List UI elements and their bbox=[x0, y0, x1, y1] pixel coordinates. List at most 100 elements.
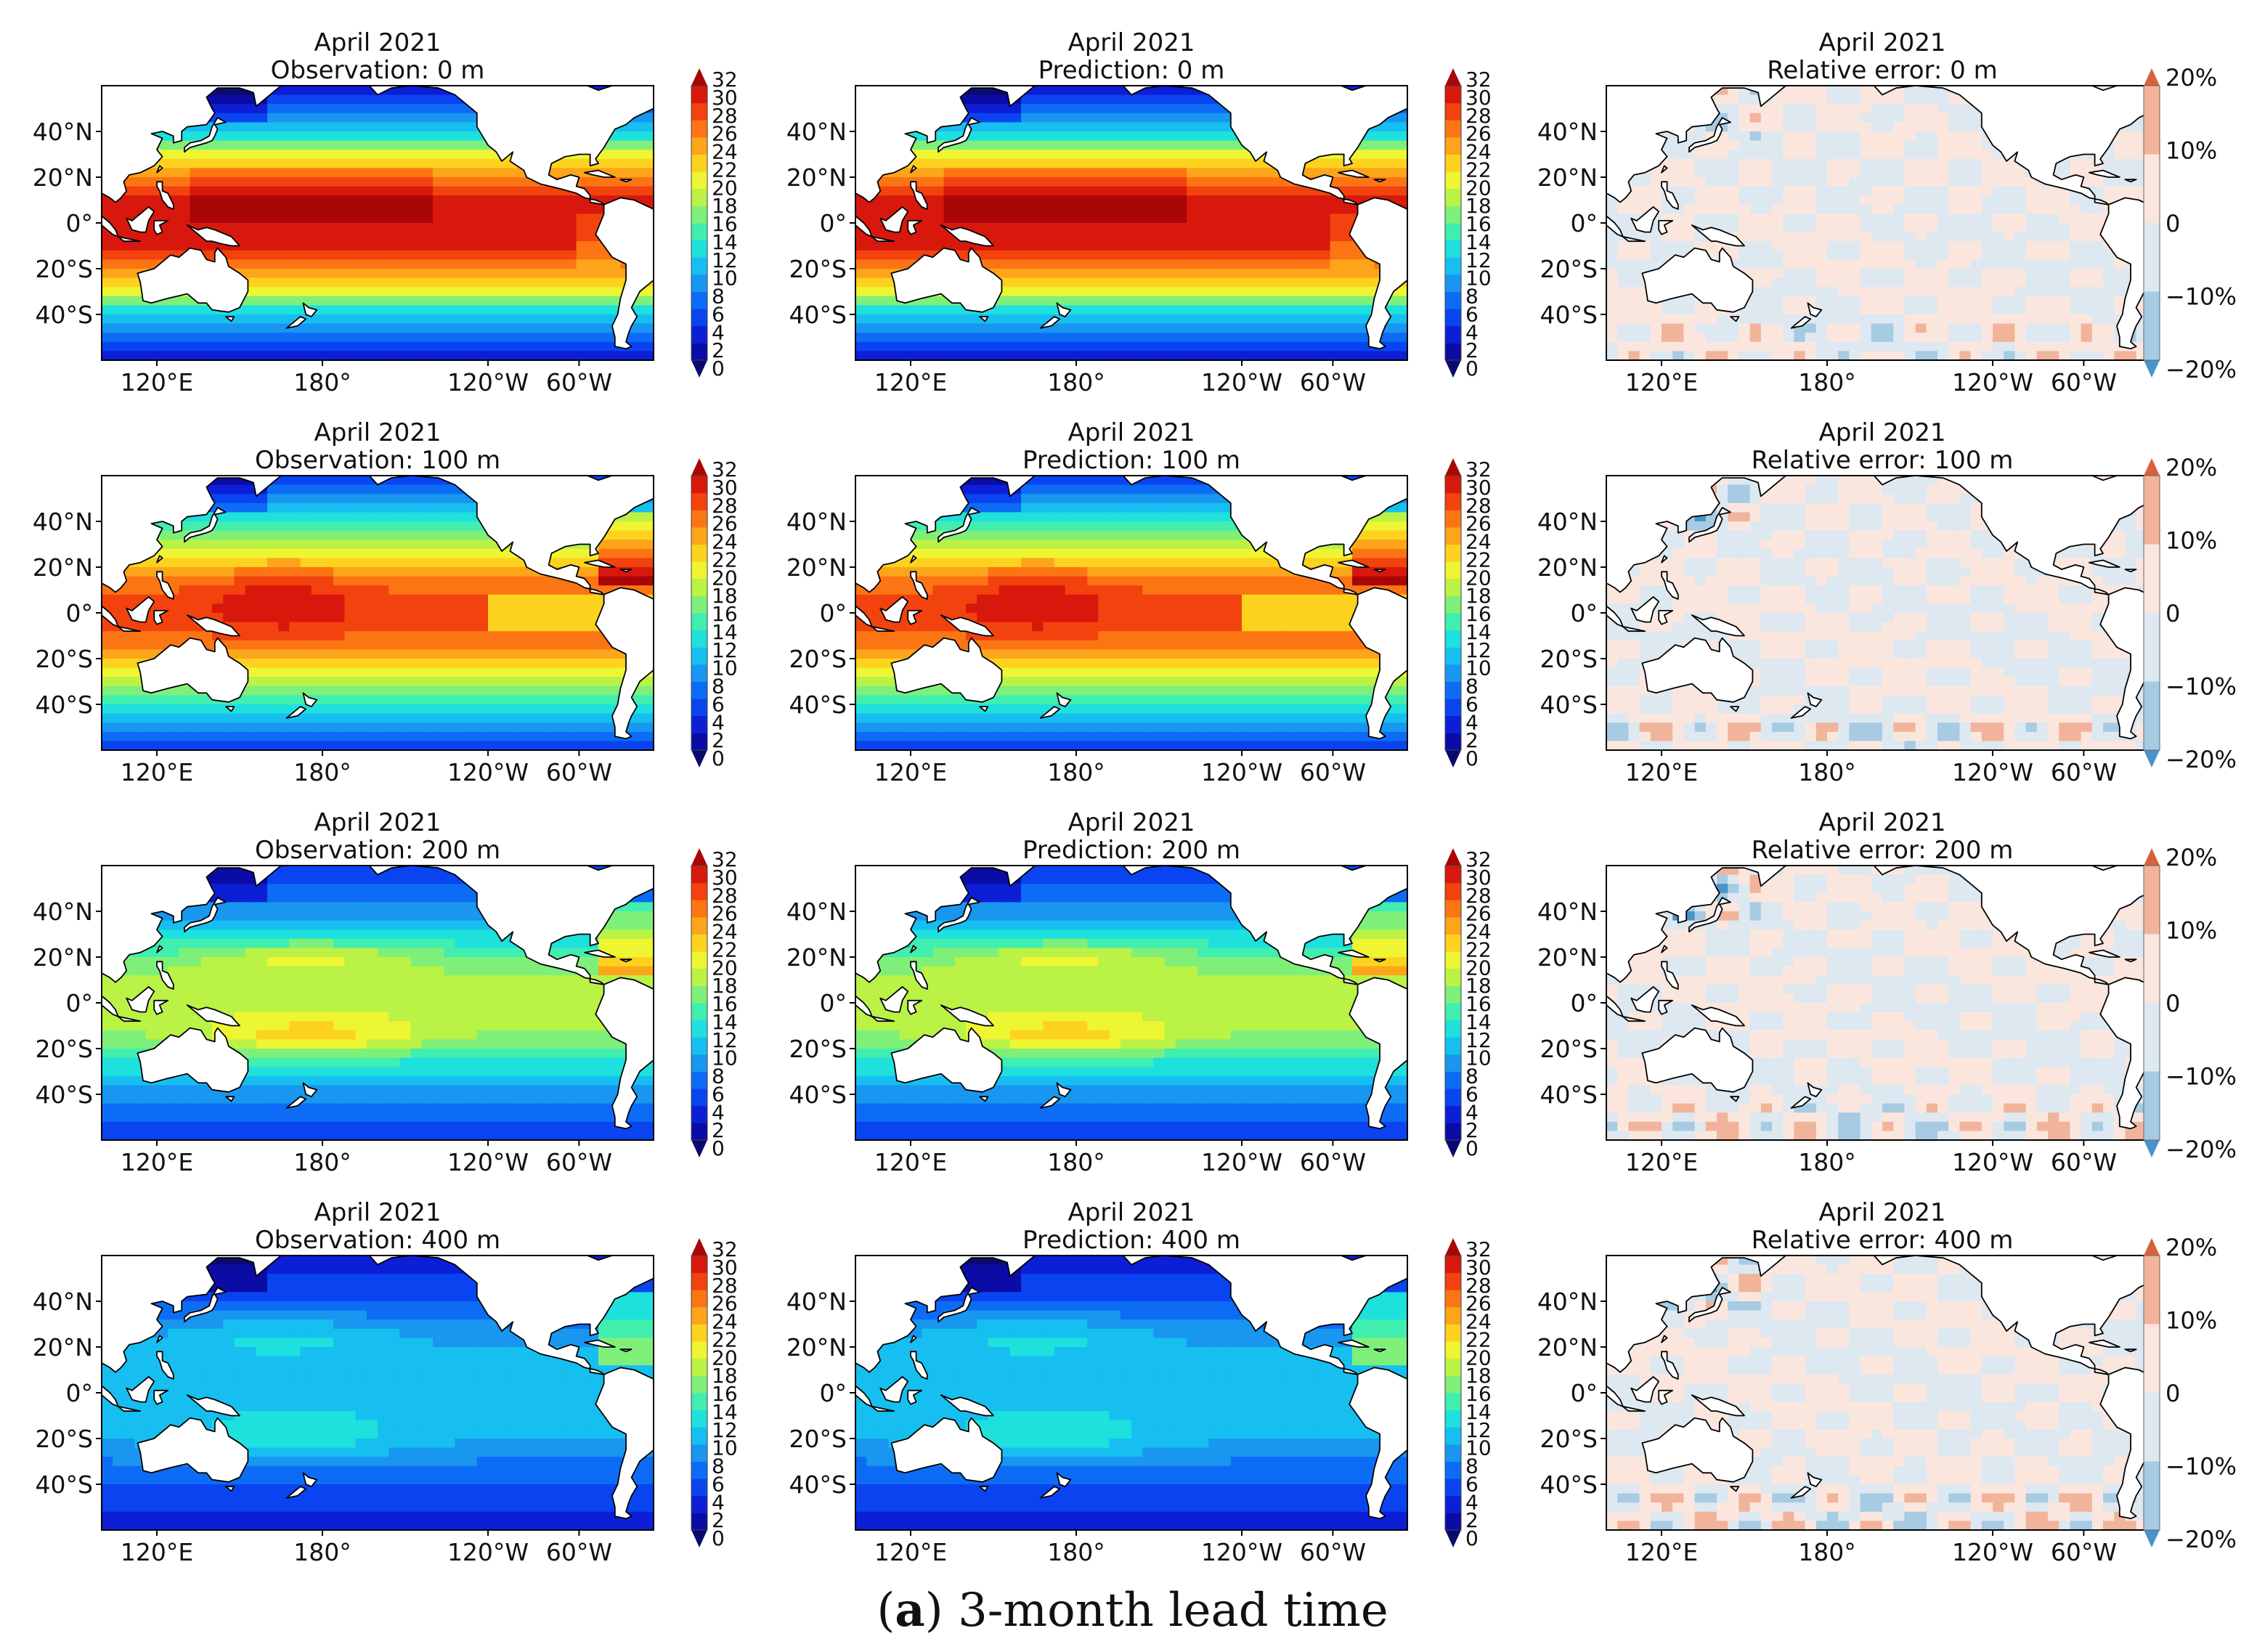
field-cell bbox=[2091, 259, 2104, 269]
field-cell bbox=[1805, 94, 1817, 105]
field-cell bbox=[200, 195, 213, 206]
field-cell bbox=[145, 186, 158, 196]
field-cell bbox=[455, 204, 467, 214]
field-cell bbox=[1893, 296, 1905, 306]
field-cell bbox=[256, 204, 268, 214]
field-cell bbox=[1175, 296, 1187, 306]
field-cell bbox=[1219, 186, 1232, 196]
field-cell bbox=[1827, 94, 1839, 105]
field-cell bbox=[421, 232, 434, 242]
field-cell bbox=[1363, 150, 1375, 160]
field-cell bbox=[521, 305, 533, 315]
field-cell bbox=[465, 113, 478, 123]
field-cell bbox=[510, 351, 522, 360]
field-cell bbox=[421, 86, 434, 96]
field-cell bbox=[455, 277, 467, 288]
field-cell bbox=[1937, 131, 1949, 142]
colorbar-swatch bbox=[2144, 86, 2160, 155]
field-cell bbox=[1352, 333, 1364, 343]
field-cell bbox=[1341, 177, 1353, 187]
field-cell bbox=[866, 341, 878, 351]
field-cell bbox=[2091, 305, 2104, 315]
field-cell bbox=[510, 333, 522, 343]
field-cell bbox=[1794, 195, 1806, 206]
field-cell bbox=[223, 323, 235, 333]
field-cell bbox=[1230, 277, 1243, 288]
field-cell bbox=[322, 232, 334, 242]
field-cell bbox=[1330, 241, 1342, 251]
field-cell bbox=[576, 305, 588, 315]
field-cell bbox=[855, 269, 867, 279]
field-cell bbox=[587, 277, 599, 288]
colorbar-tick-label: 6 bbox=[712, 302, 725, 326]
field-cell bbox=[1948, 113, 1960, 123]
field-cell bbox=[399, 512, 412, 522]
field-cell bbox=[1197, 241, 1209, 251]
field-cell bbox=[322, 113, 334, 123]
field-cell bbox=[2103, 186, 2115, 196]
field-cell bbox=[300, 186, 312, 196]
field-cell bbox=[1219, 296, 1232, 306]
field-cell bbox=[1882, 314, 1894, 325]
field-cell bbox=[1131, 122, 1143, 132]
field-cell bbox=[1728, 195, 1739, 206]
field-cell bbox=[433, 150, 444, 160]
field-cell bbox=[1815, 168, 1828, 178]
field-cell bbox=[1043, 232, 1055, 242]
field-cell bbox=[899, 341, 911, 351]
field-cell bbox=[1396, 333, 1407, 343]
field-cell bbox=[1639, 250, 1651, 260]
field-cell bbox=[1330, 168, 1342, 178]
field-cell bbox=[245, 158, 257, 168]
field-cell bbox=[1783, 86, 1794, 96]
field-cell bbox=[1164, 168, 1176, 178]
field-cell bbox=[1187, 323, 1198, 333]
field-cell bbox=[1219, 323, 1232, 333]
field-cell bbox=[1794, 140, 1806, 150]
field-cell bbox=[1187, 150, 1198, 160]
field-cell bbox=[877, 341, 890, 351]
colorbar-tick-label: 20% bbox=[2166, 64, 2217, 91]
field-cell bbox=[2081, 223, 2093, 233]
field-cell bbox=[1219, 168, 1232, 178]
field-cell bbox=[565, 351, 577, 360]
y-tick-label: 40°N bbox=[786, 118, 847, 146]
field-cell bbox=[1849, 296, 1861, 306]
field-cell bbox=[2059, 323, 2070, 333]
field-cell bbox=[1904, 351, 1916, 360]
field-cell bbox=[1065, 341, 1077, 351]
field-cell bbox=[2004, 250, 2015, 260]
field-cell bbox=[311, 259, 323, 269]
field-cell bbox=[999, 314, 1011, 325]
field-cell bbox=[311, 476, 323, 486]
field-cell bbox=[1230, 314, 1243, 325]
field-cell bbox=[1076, 186, 1088, 196]
field-cell bbox=[179, 333, 191, 343]
field-cell bbox=[1032, 232, 1044, 242]
field-cell bbox=[1187, 94, 1198, 105]
field-cell bbox=[433, 333, 444, 343]
field-cell bbox=[1153, 168, 1166, 178]
field-cell bbox=[1838, 94, 1850, 105]
field-cell bbox=[1120, 333, 1132, 343]
field-cell bbox=[2103, 314, 2115, 325]
field-cell bbox=[256, 158, 268, 168]
field-cell bbox=[1959, 158, 1972, 168]
field-cell bbox=[2048, 287, 2059, 297]
field-cell bbox=[1242, 269, 1253, 279]
field-cell bbox=[1739, 351, 1751, 360]
field-cell bbox=[1319, 341, 1331, 351]
field-cell bbox=[1662, 232, 1673, 242]
field-cell bbox=[399, 305, 412, 315]
field-cell bbox=[399, 333, 412, 343]
field-cell bbox=[2048, 259, 2059, 269]
field-cell bbox=[267, 113, 279, 123]
field-cell bbox=[1208, 140, 1221, 150]
field-cell bbox=[1330, 259, 1342, 269]
field-cell bbox=[1120, 250, 1132, 260]
field-cell bbox=[565, 232, 577, 242]
field-cell bbox=[2125, 186, 2137, 196]
field-cell bbox=[1783, 213, 1794, 224]
field-cell bbox=[1882, 277, 1894, 288]
field-cell bbox=[433, 168, 444, 178]
